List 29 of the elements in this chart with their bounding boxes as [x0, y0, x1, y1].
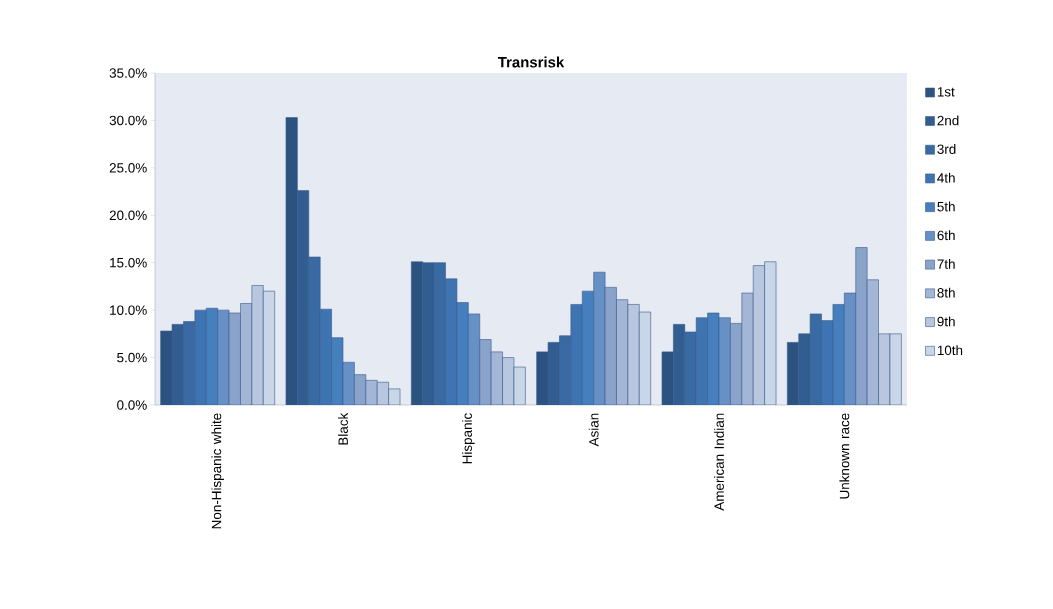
y-tick-label: 5.0% [117, 352, 147, 363]
legend-label: 10th [937, 345, 963, 356]
y-tick-label: 30.0% [109, 115, 147, 126]
legend-label: 6th [937, 230, 955, 241]
legend-label: 7th [937, 259, 955, 269]
y-tick-label: 20.0% [109, 210, 147, 221]
x-tick-label: Unknown race [839, 413, 850, 499]
chart-title: Transrisk [497, 56, 565, 68]
bar [365, 380, 378, 405]
y-tick-label: 35.0% [109, 68, 147, 78]
x-tick-label: Non-Hispanic white [211, 413, 224, 529]
legend-label: 3rd [937, 144, 956, 154]
y-tick-label: 15.0% [110, 257, 147, 268]
x-tick-label: American Indian [714, 413, 724, 511]
bar [308, 256, 321, 405]
y-tick-label: 25.0% [109, 163, 147, 173]
bar [741, 292, 754, 405]
legend-label: 9th [937, 316, 955, 327]
y-tick-label: 0.0% [117, 400, 147, 410]
legend-label: 5th [937, 201, 955, 212]
legend-label: 8th [937, 287, 955, 298]
y-tick-label: 10.0% [110, 305, 147, 315]
x-tick-label: Hispanic [462, 413, 475, 464]
legend-label: 2nd [937, 115, 959, 126]
legend-label: 4th [937, 172, 955, 183]
x-tick-label: Black [338, 412, 348, 445]
x-tick-label: Asian [588, 413, 599, 447]
legend-label: 1st [937, 87, 955, 97]
bar [684, 331, 697, 405]
